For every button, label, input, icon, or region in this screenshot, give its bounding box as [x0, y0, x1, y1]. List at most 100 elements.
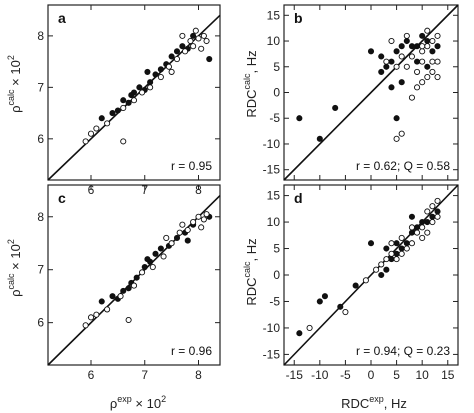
- data-point-filled: [403, 37, 410, 45]
- data-point-filled: [296, 115, 303, 122]
- data-point-filled: [383, 245, 390, 252]
- data-point-filled: [378, 68, 385, 75]
- data-point-open: [429, 37, 436, 45]
- data-point-filled: [398, 43, 405, 50]
- data-point-open: [424, 208, 431, 215]
- data-point-open: [160, 253, 167, 260]
- data-point-open: [419, 48, 426, 55]
- data-point-open: [434, 32, 441, 39]
- xtick-label: 6: [88, 368, 95, 382]
- data-point-filled: [403, 240, 410, 247]
- data-point-open: [139, 269, 146, 276]
- data-point-filled: [206, 55, 213, 63]
- xtick-label: 5: [393, 368, 400, 382]
- panel-label: c: [58, 190, 66, 206]
- data-point-open: [408, 53, 415, 60]
- data-point-open: [173, 55, 181, 63]
- data-point-filled: [152, 71, 159, 78]
- ytick-label: 6: [37, 316, 44, 330]
- data-point-open: [87, 130, 95, 137]
- data-point-filled: [424, 219, 431, 226]
- data-point-filled: [125, 285, 132, 292]
- data-point-open: [424, 27, 431, 34]
- data-point-open: [429, 68, 436, 75]
- data-point-filled: [424, 63, 431, 70]
- data-point-open: [120, 104, 127, 111]
- data-point-open: [419, 79, 426, 86]
- data-point-open: [424, 229, 431, 236]
- data-point-open: [184, 226, 191, 234]
- data-point-open: [434, 74, 441, 81]
- ytick-label: 7: [37, 263, 44, 277]
- stat-annotation: r = 0.94; Q = 0.23: [356, 344, 450, 358]
- identity-line: [283, 184, 459, 366]
- data-point-filled: [179, 43, 186, 50]
- ytick-label: 10: [267, 34, 281, 48]
- data-point-filled: [408, 229, 415, 236]
- data-point-open: [342, 309, 349, 316]
- data-point-filled: [352, 282, 359, 289]
- data-point-open: [398, 130, 405, 137]
- data-point-open: [149, 264, 156, 271]
- data-point-filled: [393, 240, 400, 247]
- ytick-label: 5: [273, 60, 280, 74]
- data-point-open: [419, 58, 426, 65]
- data-point-filled: [388, 256, 395, 263]
- data-point-open: [195, 35, 202, 42]
- stat-annotation: r = 0.62; Q = 0.58: [356, 159, 450, 173]
- ytick-label: 15: [267, 8, 281, 22]
- data-point-open: [434, 58, 441, 65]
- data-point-open: [393, 256, 400, 263]
- data-point-open: [383, 256, 390, 263]
- data-point-open: [147, 84, 154, 91]
- xlabel-d: RDCexp, Hz: [341, 394, 407, 411]
- panel-a: 678678ar = 0.95: [37, 4, 221, 197]
- data-point-open: [200, 32, 207, 39]
- data-point-open: [393, 135, 400, 142]
- ytick-label: -5: [269, 111, 280, 125]
- data-point-open: [388, 37, 395, 45]
- xtick-label: 15: [441, 368, 455, 382]
- panel-label: d: [294, 190, 303, 206]
- data-point-open: [163, 234, 170, 241]
- xtick-label: 8: [195, 368, 202, 382]
- data-point-filled: [147, 79, 154, 86]
- data-point-open: [200, 216, 207, 223]
- data-point-open: [82, 138, 89, 145]
- data-point-filled: [144, 256, 151, 263]
- data-point-open: [403, 63, 410, 70]
- data-point-open: [398, 234, 405, 241]
- data-point-open: [419, 43, 426, 50]
- data-point-filled: [398, 245, 405, 252]
- data-point-open: [393, 63, 400, 70]
- xtick-label: -5: [340, 368, 351, 382]
- data-point-filled: [367, 48, 375, 55]
- data-point-open: [373, 266, 380, 273]
- data-point-filled: [414, 58, 421, 65]
- ylabel-b: RDCcalc, Hz: [242, 50, 259, 117]
- ylabel-a: ρcalc × 102: [6, 55, 23, 113]
- data-point-open: [398, 250, 405, 257]
- data-point-filled: [408, 213, 415, 220]
- data-point-filled: [419, 32, 426, 39]
- data-point-open: [182, 48, 189, 55]
- data-point-filled: [383, 63, 390, 70]
- data-point-filled: [173, 234, 181, 241]
- data-point-open: [398, 53, 405, 60]
- data-point-open: [168, 68, 175, 75]
- data-point-filled: [378, 271, 385, 279]
- data-point-filled: [296, 330, 303, 337]
- data-point-open: [424, 74, 431, 81]
- xtick-label: -15: [286, 368, 304, 382]
- data-point-open: [176, 229, 183, 236]
- data-point-filled: [128, 92, 135, 99]
- identity-line: [283, 4, 459, 181]
- data-point-open: [203, 211, 210, 218]
- data-point-open: [187, 37, 194, 45]
- data-point-open: [429, 203, 436, 210]
- ytick-label: 6: [37, 132, 44, 146]
- data-point-open: [93, 311, 100, 318]
- data-point-filled: [388, 84, 395, 91]
- data-point-open: [424, 43, 431, 50]
